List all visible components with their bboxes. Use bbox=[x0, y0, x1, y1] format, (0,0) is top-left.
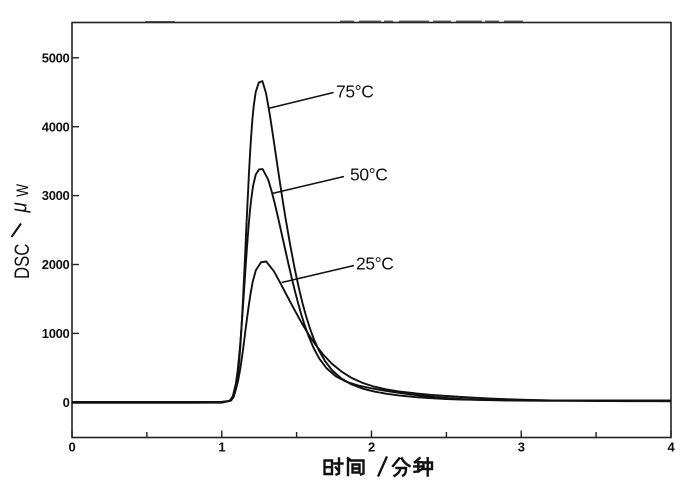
svg-text:25°C: 25°C bbox=[356, 254, 394, 274]
svg-text:DSC: DSC bbox=[11, 244, 34, 279]
svg-text:1: 1 bbox=[218, 440, 225, 455]
svg-text:W: W bbox=[14, 183, 33, 196]
svg-text:0: 0 bbox=[69, 440, 76, 455]
svg-text:5000: 5000 bbox=[42, 50, 70, 65]
svg-text:3000: 3000 bbox=[42, 188, 70, 203]
svg-text:μ: μ bbox=[8, 202, 32, 213]
svg-text:0: 0 bbox=[63, 395, 70, 410]
svg-text:4000: 4000 bbox=[42, 119, 70, 134]
svg-text:3: 3 bbox=[518, 440, 525, 455]
svg-text:2: 2 bbox=[368, 440, 375, 455]
svg-text:2000: 2000 bbox=[42, 257, 70, 272]
svg-text:50°C: 50°C bbox=[350, 164, 388, 184]
svg-text:4: 4 bbox=[668, 440, 676, 455]
svg-text:75°C: 75°C bbox=[336, 81, 374, 101]
svg-text:1000: 1000 bbox=[42, 326, 70, 341]
